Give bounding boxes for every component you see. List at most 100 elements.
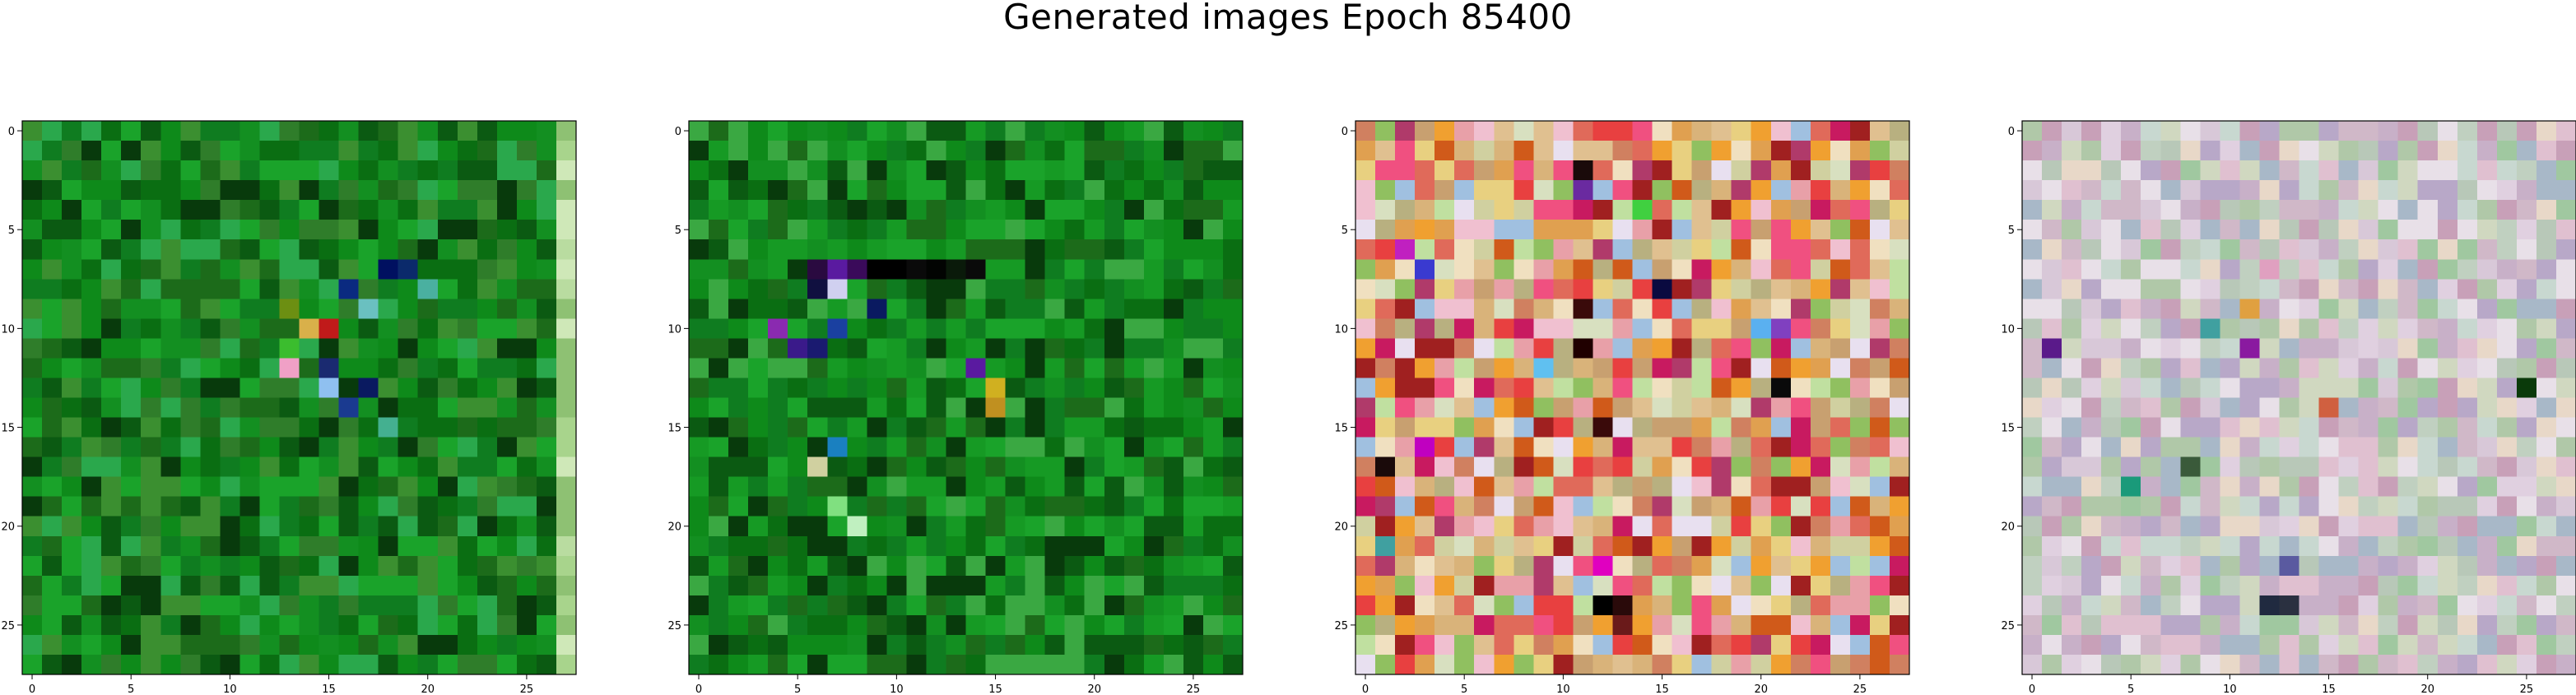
image-pixel: [1375, 417, 1396, 438]
image-pixel: [417, 318, 439, 339]
image-pixel: [2239, 279, 2261, 299]
image-pixel: [1869, 378, 1890, 399]
image-pixel: [496, 358, 518, 379]
image-pixel: [1830, 417, 1851, 438]
image-pixel: [2536, 200, 2557, 220]
image-pixel: [2417, 141, 2439, 161]
image-pixel: [1123, 338, 1145, 359]
image-pixel: [101, 259, 122, 280]
image-pixel: [180, 299, 201, 319]
image-pixel: [2378, 160, 2399, 181]
image-pixel: [1143, 397, 1165, 419]
image-pixel: [946, 654, 967, 675]
image-pixel: [160, 259, 181, 280]
image-pixel: [1415, 575, 1435, 596]
image-pixel: [807, 259, 828, 280]
image-pixel: [398, 378, 419, 399]
image-pixel: [338, 634, 360, 656]
image-pixel: [1202, 299, 1224, 319]
image-pixel: [2555, 535, 2576, 557]
image-pixel: [496, 180, 518, 201]
image-pixel: [886, 595, 907, 616]
image-pixel: [1183, 614, 1204, 636]
image-pixel: [2437, 338, 2458, 359]
image-pixel: [748, 239, 769, 260]
image-pixel: [965, 220, 987, 240]
image-pixel: [2417, 575, 2439, 596]
image-pixel: [1533, 456, 1554, 478]
image-pixel: [728, 160, 749, 181]
image-pixel: [2358, 358, 2379, 379]
image-pixel: [1810, 279, 1831, 299]
image-pixel: [220, 220, 240, 240]
image-pixel: [2239, 160, 2261, 181]
image-pixel: [2358, 535, 2379, 557]
image-pixel: [1163, 634, 1184, 656]
image-pixel: [1434, 279, 1455, 299]
image-pixel: [398, 318, 419, 339]
image-pixel: [398, 654, 419, 675]
image-pixel: [1025, 417, 1046, 438]
image-pixel: [1612, 318, 1634, 339]
image-pixel: [1830, 634, 1851, 656]
image-pixel: [985, 200, 1007, 220]
image-pixel: [141, 160, 161, 181]
image-pixel: [2160, 654, 2181, 675]
image-pixel: [2081, 575, 2102, 596]
image-pixel: [1810, 437, 1831, 458]
image-pixel: [1454, 437, 1475, 458]
image-pixel: [62, 535, 82, 557]
image-pixel: [220, 417, 240, 438]
image-pixel: [1222, 358, 1244, 379]
image-pixel: [2279, 516, 2300, 537]
image-pixel: [1751, 417, 1772, 438]
image-pixel: [1222, 654, 1244, 675]
image-pixel: [378, 121, 399, 141]
image-pixel: [1454, 555, 1475, 577]
image-pixel: [536, 121, 557, 141]
image-pixel: [788, 220, 808, 240]
image-pixel: [2081, 318, 2102, 339]
image-pixel: [1143, 476, 1165, 498]
image-pixel: [946, 397, 967, 419]
image-pixel: [1632, 141, 1653, 161]
image-pixel: [1751, 358, 1772, 379]
image-pixel: [1691, 259, 1713, 280]
image-pixel: [1222, 121, 1244, 141]
image-pixel: [2180, 654, 2201, 675]
image-pixel: [2516, 437, 2537, 458]
image-pixel: [2062, 476, 2082, 498]
image-pixel: [457, 200, 478, 220]
image-pixel: [1104, 654, 1125, 675]
image-pixel: [299, 496, 320, 517]
image-pixel: [1672, 654, 1693, 675]
image-pixel: [709, 634, 729, 656]
image-pixel: [1810, 180, 1831, 201]
image-pixel: [378, 279, 399, 299]
image-pixel: [748, 299, 769, 319]
image-pixel: [2259, 595, 2281, 616]
image-pixel: [496, 535, 518, 557]
image-pixel: [417, 141, 439, 161]
image-pixel: [2555, 279, 2576, 299]
image-pixel: [1084, 437, 1105, 458]
image-pixel: [259, 279, 281, 299]
image-pixel: [2180, 535, 2201, 557]
image-pixel: [2220, 437, 2240, 458]
image-pixel: [2239, 634, 2261, 656]
image-pixel: [1005, 654, 1026, 675]
image-pixel: [1434, 595, 1455, 616]
image-pixel: [2496, 358, 2518, 379]
image-pixel: [2180, 180, 2201, 201]
image-pixel: [2299, 180, 2320, 201]
image-pixel: [689, 299, 709, 319]
image-pixel: [239, 259, 261, 280]
image-pixel: [2397, 535, 2419, 557]
image-pixel: [200, 535, 221, 557]
image-pixel: [1395, 121, 1416, 141]
image-pixel: [2220, 299, 2240, 319]
image-pixel: [22, 220, 43, 240]
image-pixel: [1514, 378, 1534, 399]
image-pixel: [1731, 259, 1752, 280]
image-pixel: [536, 417, 557, 438]
